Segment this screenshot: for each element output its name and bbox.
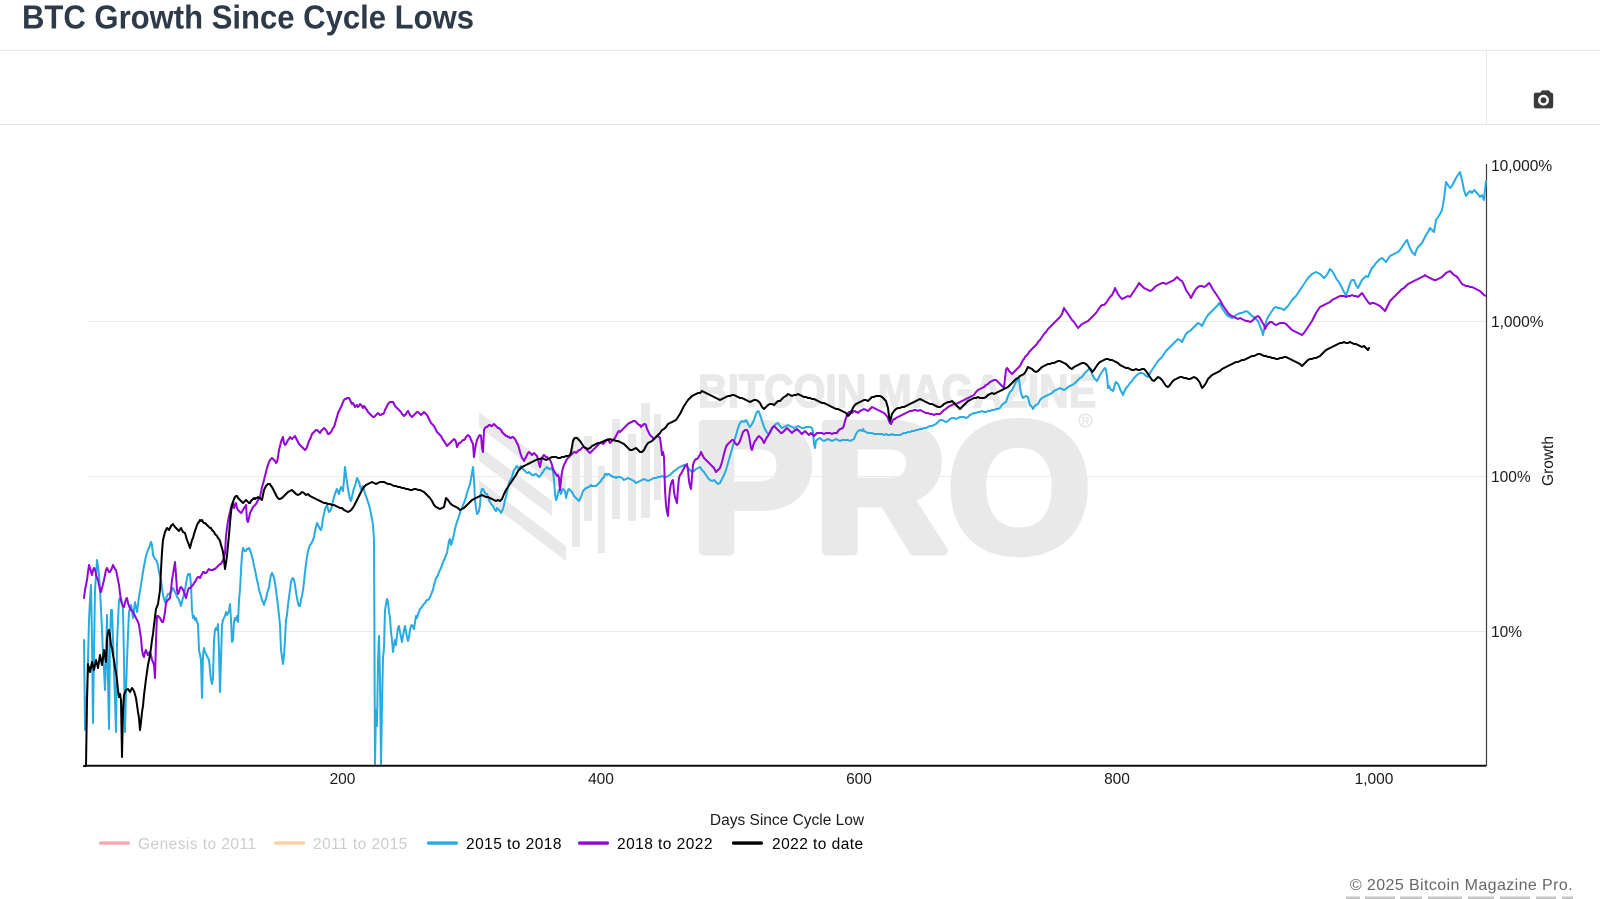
svg-text:10%: 10% — [1491, 624, 1522, 641]
svg-text:© 2025 Bitcoin Magazine Pro.: © 2025 Bitcoin Magazine Pro. — [1350, 877, 1573, 894]
svg-text:R: R — [1082, 416, 1090, 428]
svg-text:600: 600 — [846, 771, 872, 788]
svg-text:100%: 100% — [1491, 469, 1531, 486]
svg-text:BTC Growth Since Cycle Lows: BTC Growth Since Cycle Lows — [22, 0, 474, 36]
svg-text:400: 400 — [588, 771, 614, 788]
svg-text:200: 200 — [330, 771, 356, 788]
svg-text:1,000%: 1,000% — [1491, 314, 1544, 331]
svg-text:Genesis to 2011: Genesis to 2011 — [138, 836, 256, 853]
svg-text:Growth: Growth — [1540, 436, 1557, 486]
svg-text:Days Since Cycle Low: Days Since Cycle Low — [710, 812, 865, 829]
svg-text:10,000%: 10,000% — [1491, 158, 1552, 175]
svg-text:2022 to date: 2022 to date — [772, 836, 864, 853]
svg-text:1,000: 1,000 — [1355, 771, 1394, 788]
svg-text:2015 to 2018: 2015 to 2018 — [466, 836, 562, 853]
svg-text:2018 to 2022: 2018 to 2022 — [617, 836, 713, 853]
svg-text:2011 to 2015: 2011 to 2015 — [313, 836, 408, 853]
svg-text:800: 800 — [1104, 771, 1130, 788]
